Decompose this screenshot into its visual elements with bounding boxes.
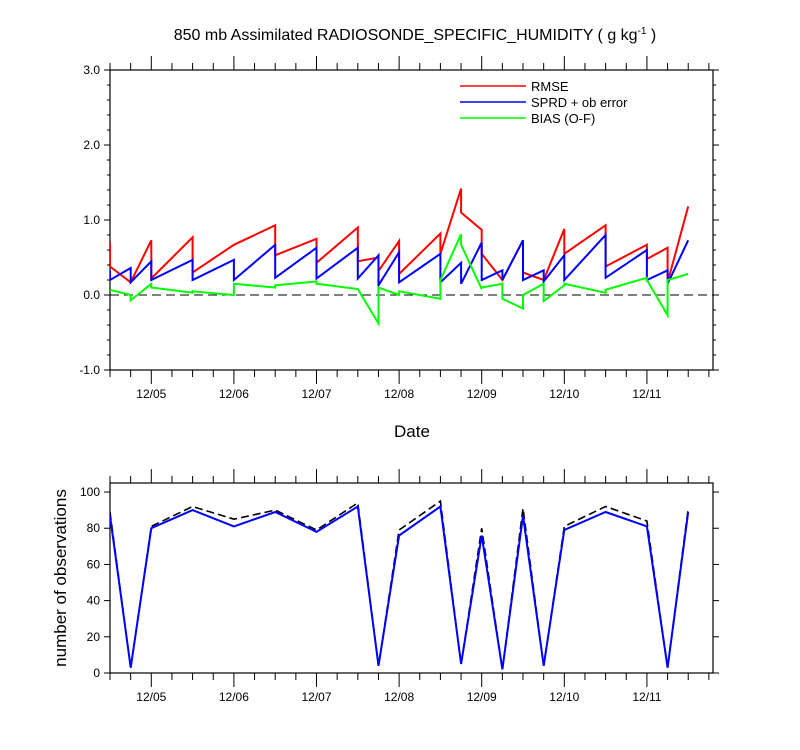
bottom-xtick-label: 12/08 [384, 690, 414, 704]
chart-title: 850 mb Assimilated RADIOSONDE_SPECIFIC_H… [174, 26, 657, 44]
legend: RMSE SPRD + ob error BIAS (O-F) [460, 79, 628, 126]
bottom-xtick-label: 12/06 [219, 690, 249, 704]
top-ytick-label: 2.0 [83, 138, 100, 152]
bottom-xtick-label: 12/10 [549, 690, 579, 704]
bottom-xtick-label: 12/07 [301, 690, 331, 704]
top-xtick-label: 12/05 [136, 387, 166, 401]
legend-label-sprd: SPRD + ob error [531, 95, 628, 110]
chart-title-suffix: ) [646, 27, 656, 44]
legend-label-bias: BIAS (O-F) [531, 111, 595, 126]
top-ytick-label: 3.0 [83, 63, 100, 77]
bottom-ytick-label: 60 [87, 557, 101, 571]
top-xtick-label: 12/08 [384, 387, 414, 401]
bottom-ytick-label: 40 [87, 594, 101, 608]
chart-title-superscript: -1 [638, 26, 647, 37]
bottom-ytick-label: 0 [93, 666, 100, 680]
bottom-plot-frame [109, 482, 714, 674]
bottom-series-observations-assimilated [110, 504, 690, 670]
top-xtick-label: 12/09 [467, 387, 497, 401]
bottom-xtick-label: 12/09 [467, 690, 497, 704]
top-ytick-label: -1.0 [79, 363, 100, 377]
bottom-ytick-label: 80 [87, 521, 101, 535]
bottom-series-observations-possible [110, 499, 689, 670]
top-x-axis-label: Date [394, 422, 430, 441]
top-series-bias-o-f [110, 233, 689, 328]
top-series-sprd-ob-error [110, 232, 690, 289]
top-plot-frame [109, 69, 714, 371]
chart-title-main: 850 mb Assimilated RADIOSONDE_SPECIFIC_H… [174, 27, 638, 44]
bottom-y-axis-label: number of observations [51, 489, 70, 667]
bottom-xtick-label: 12/05 [136, 690, 166, 704]
top-plot-area: -1.0 0.0 1.0 2.0 3.0 12/05 12/06 12/07 12/08 12/0… [79, 56, 719, 401]
top-ytick-label: 0.0 [83, 288, 100, 302]
top-xtick-label: 12/06 [219, 387, 249, 401]
top-xtick-label: 12/10 [549, 387, 579, 401]
top-xtick-label: 12/11 [632, 387, 661, 401]
bottom-ytick-label: 100 [80, 485, 100, 499]
bottom-ytick-label: 20 [87, 630, 101, 644]
top-ytick-label: 1.0 [83, 213, 100, 227]
legend-label-rmse: RMSE [531, 79, 569, 94]
bottom-xtick-label: 12/11 [632, 690, 661, 704]
bottom-plot-area: 0 20 40 60 80 100 12/05 12/06 12/07 12/08 12/09 12/… [80, 469, 719, 704]
top-xtick-label: 12/07 [301, 387, 331, 401]
